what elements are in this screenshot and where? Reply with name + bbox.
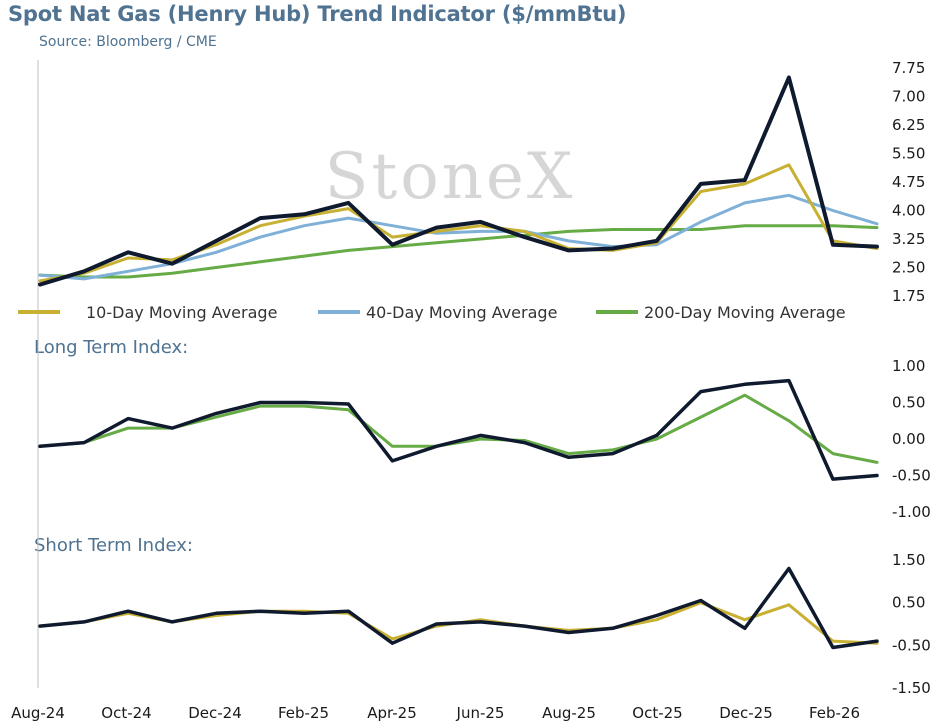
x-tick-label: Aug-24 [11, 704, 65, 722]
long-term-signal-line [38, 393, 879, 464]
short-term-y-tick-label: -1.50 [892, 679, 931, 697]
ma200-line [38, 224, 879, 279]
x-tick-label: Dec-25 [719, 704, 773, 722]
x-tick-label: Apr-25 [367, 704, 417, 722]
ma10-line [38, 163, 879, 283]
short-term-y-tick-label: -0.50 [892, 636, 931, 654]
x-tick-label: Jun-25 [456, 704, 505, 722]
watermark-logo: StoneX [325, 140, 576, 214]
legend-label: 10-Day Moving Average [86, 303, 277, 322]
price-y-tick-label: 2.50 [892, 259, 925, 277]
short-term-index-title: Short Term Index: [34, 535, 193, 556]
price-y-tick-label: 3.25 [892, 230, 925, 248]
price-y-tick-label: 7.00 [892, 88, 925, 106]
legend-label: 40-Day Moving Average [366, 303, 557, 322]
price-y-tick-label: 7.75 [892, 59, 925, 77]
price-y-tick-label: 1.75 [892, 287, 925, 305]
long-term-y-tick-label: 1.00 [892, 357, 925, 375]
chart-source: Source: Bloomberg / CME [39, 34, 217, 50]
long-term-y-tick-label: 0.50 [892, 394, 925, 412]
legend-label: 200-Day Moving Average [644, 303, 846, 322]
long-term-y-tick-label: -1.00 [892, 503, 931, 521]
x-tick-label: Aug-25 [542, 704, 596, 722]
x-tick-label: Feb-26 [809, 704, 860, 722]
price-y-tick-label: 6.25 [892, 116, 925, 134]
long-term-index-line [38, 378, 879, 481]
price-y-tick-label: 4.00 [892, 202, 925, 220]
short-term-index-line [38, 566, 879, 650]
long-term-y-tick-label: -0.50 [892, 467, 931, 485]
price-y-tick-label: 4.75 [892, 173, 925, 191]
long-term-y-tick-label: 0.00 [892, 430, 925, 448]
price-y-tick-label: 5.50 [892, 145, 925, 163]
x-tick-label: Feb-25 [278, 704, 329, 722]
short-term-y-tick-label: 1.50 [892, 551, 925, 569]
x-tick-label: Oct-25 [632, 704, 682, 722]
chart-title: Spot Nat Gas (Henry Hub) Trend Indicator… [8, 2, 627, 26]
long-term-index-title: Long Term Index: [34, 337, 189, 358]
short-term-y-tick-label: 0.50 [892, 594, 925, 612]
x-tick-label: Oct-24 [101, 704, 151, 722]
spot-price-line [38, 75, 879, 287]
x-tick-label: Dec-24 [188, 704, 242, 722]
